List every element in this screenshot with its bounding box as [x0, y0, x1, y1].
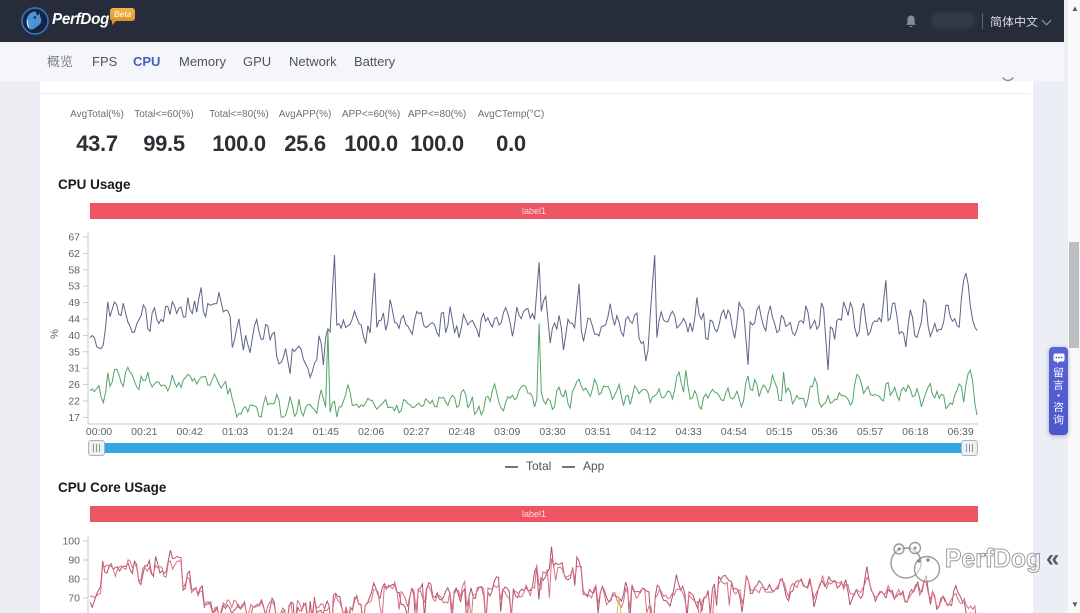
svg-text:06:18: 06:18 [902, 426, 928, 438]
svg-text:03:30: 03:30 [539, 426, 565, 438]
svg-text:01:45: 01:45 [313, 426, 339, 438]
svg-text:49: 49 [68, 297, 80, 309]
svg-text:67: 67 [68, 232, 80, 244]
svg-text:100: 100 [62, 536, 80, 548]
svg-text:62: 62 [68, 248, 80, 260]
svg-text:31: 31 [68, 363, 80, 375]
svg-text:04:33: 04:33 [675, 426, 701, 438]
svg-text:02:06: 02:06 [358, 426, 384, 438]
svg-text:26: 26 [68, 379, 80, 391]
svg-text:01:03: 01:03 [222, 426, 248, 438]
svg-text:04:54: 04:54 [721, 426, 747, 438]
svg-text:00:42: 00:42 [177, 426, 203, 438]
svg-text:05:57: 05:57 [857, 426, 883, 438]
svg-text:35: 35 [68, 346, 80, 358]
svg-text:05:36: 05:36 [811, 426, 837, 438]
svg-text:40: 40 [68, 330, 80, 342]
svg-text:17: 17 [68, 412, 80, 424]
svg-text:06:39: 06:39 [947, 426, 973, 438]
svg-text:22: 22 [68, 396, 80, 408]
svg-text:80: 80 [68, 574, 80, 586]
svg-text:%: % [49, 329, 61, 339]
svg-text:58: 58 [68, 264, 80, 276]
svg-text:53: 53 [68, 281, 80, 293]
svg-text:00:21: 00:21 [131, 426, 157, 438]
svg-text:02:48: 02:48 [449, 426, 475, 438]
svg-text:04:12: 04:12 [630, 426, 656, 438]
svg-text:05:15: 05:15 [766, 426, 792, 438]
svg-text:44: 44 [68, 314, 80, 326]
svg-text:60: 60 [68, 612, 80, 613]
svg-text:03:51: 03:51 [585, 426, 611, 438]
svg-text:02:27: 02:27 [403, 426, 429, 438]
svg-text:70: 70 [68, 593, 80, 605]
svg-text:01:24: 01:24 [267, 426, 293, 438]
svg-text:00:00: 00:00 [86, 426, 112, 438]
svg-text:03:09: 03:09 [494, 426, 520, 438]
svg-text:90: 90 [68, 555, 80, 567]
